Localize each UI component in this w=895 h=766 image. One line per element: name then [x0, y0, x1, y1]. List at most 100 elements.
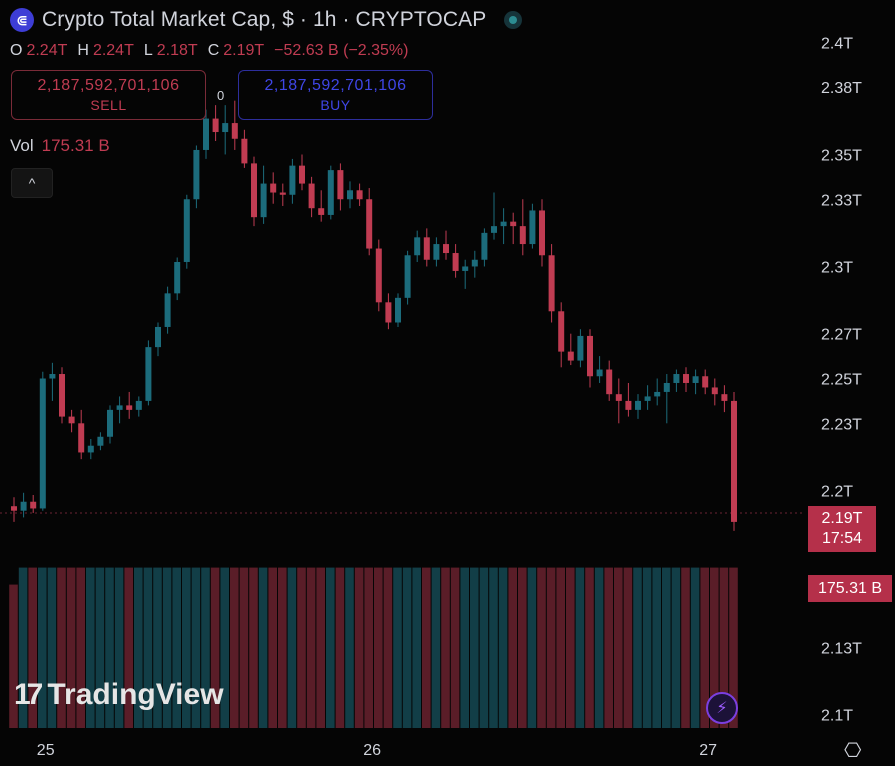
volume-bar	[441, 567, 450, 728]
candle-body	[231, 123, 238, 139]
y-tick-label: 2.4T	[821, 35, 853, 52]
volume-bar	[143, 567, 153, 728]
candle-body	[395, 297, 401, 323]
candle-body	[423, 237, 430, 260]
bolt-icon[interactable]: ⚡	[706, 692, 738, 724]
volume-bar	[95, 567, 105, 728]
tradingview-watermark[interactable]: 17 TradingView	[14, 678, 224, 712]
volume-bar	[268, 567, 277, 728]
volume-bar	[134, 567, 143, 728]
tradingview-logo-icon: 17	[14, 678, 43, 711]
chart-header: ⋐ Crypto Total Market Cap, $ · 1h · CRYP…	[10, 8, 523, 32]
candle-body	[155, 326, 161, 348]
candle-body	[443, 244, 449, 254]
volume-bar	[566, 567, 575, 728]
volume-bar	[374, 567, 383, 728]
volume-bar	[575, 567, 585, 728]
candle-body	[683, 374, 689, 383]
candle-body	[59, 374, 65, 417]
candle-body	[711, 387, 718, 395]
volume-bar	[210, 567, 220, 728]
volume-bar	[124, 567, 133, 728]
candle-body	[500, 221, 507, 227]
volume-bar	[28, 567, 37, 728]
volume-bar	[278, 567, 287, 728]
candle-body	[337, 170, 344, 200]
candle-body	[539, 210, 545, 256]
y-tick-label: 2.35T	[821, 147, 862, 164]
last-volume-tag: 175.31 B	[808, 575, 892, 602]
buy-button[interactable]: 2,187,592,701,106 BUY	[238, 70, 433, 120]
volume-bar	[316, 567, 325, 728]
candle-body	[241, 138, 248, 164]
volume-bar	[220, 567, 229, 728]
candle-body	[519, 226, 526, 245]
candle-body	[433, 244, 440, 260]
candle-body	[375, 248, 382, 303]
candle-body	[356, 190, 363, 200]
candle-body	[39, 378, 46, 509]
volume-bar	[710, 567, 719, 728]
candle-body	[663, 382, 670, 392]
candle-body	[471, 259, 478, 267]
volume-bar	[57, 567, 66, 728]
tradingview-text: TradingView	[47, 678, 224, 711]
volume-bar	[700, 567, 709, 728]
ohlc-value: 2.18T	[156, 42, 198, 59]
volume-bar	[614, 567, 623, 728]
last-price-tag: 2.19T 17:54	[808, 506, 876, 552]
candle-body	[164, 293, 171, 327]
change-value: −52.63 B (−2.35%)	[274, 42, 409, 59]
y-tick-label: 2.25T	[821, 372, 862, 389]
candle-body	[289, 165, 296, 195]
collapse-legend-button[interactable]: ^	[11, 168, 53, 198]
volume-bar	[393, 567, 402, 728]
candle-body	[462, 266, 469, 271]
volume-bar	[86, 567, 95, 728]
volume-bar	[182, 567, 191, 728]
y-tick-label: 2.33T	[821, 192, 862, 209]
volume-bar	[105, 567, 114, 728]
volume-bar	[450, 567, 460, 728]
candle-body	[414, 237, 421, 256]
candle-body	[174, 261, 181, 294]
ohlc-key: C	[207, 42, 220, 59]
x-tick-label: 27	[699, 742, 717, 759]
volume-bar	[38, 567, 47, 728]
sell-label: SELL	[90, 97, 127, 113]
volume-bar	[114, 567, 124, 728]
settings-gear-icon[interactable]: ⎔	[844, 740, 862, 762]
sell-button[interactable]: 2,187,592,701,106 SELL	[11, 70, 206, 120]
buy-label: BUY	[320, 97, 351, 113]
candle-body	[193, 149, 200, 200]
sell-price: 2,187,592,701,106	[37, 77, 180, 94]
volume-bar	[18, 567, 28, 728]
volume-bar	[508, 567, 517, 728]
candle-body	[567, 351, 574, 361]
candle-body	[673, 374, 680, 383]
candle-body	[606, 369, 613, 395]
candle-body	[721, 394, 728, 401]
y-tick-label: 2.23T	[821, 416, 862, 433]
candle-body	[222, 123, 229, 133]
symbol-title[interactable]: Crypto Total Market Cap, $ · 1h · CRYPTO…	[42, 8, 487, 31]
volume-bar	[162, 567, 172, 728]
candle-body	[510, 221, 517, 227]
volume-bar	[239, 567, 249, 728]
volume-bar	[230, 567, 239, 728]
candle-body	[491, 226, 497, 233]
candle-body	[203, 118, 209, 150]
candle-body	[11, 506, 17, 511]
candle-body	[135, 400, 142, 410]
candle-body	[385, 302, 392, 323]
volume-bar	[498, 567, 508, 728]
candle-body	[577, 335, 584, 361]
volume-bar	[383, 567, 393, 728]
volume-bar	[172, 567, 181, 728]
buy-price: 2,187,592,701,106	[264, 77, 407, 94]
volume-bar	[719, 567, 729, 728]
volume-bar	[604, 567, 613, 728]
volume-bar	[335, 567, 345, 728]
volume-bar	[729, 567, 738, 728]
